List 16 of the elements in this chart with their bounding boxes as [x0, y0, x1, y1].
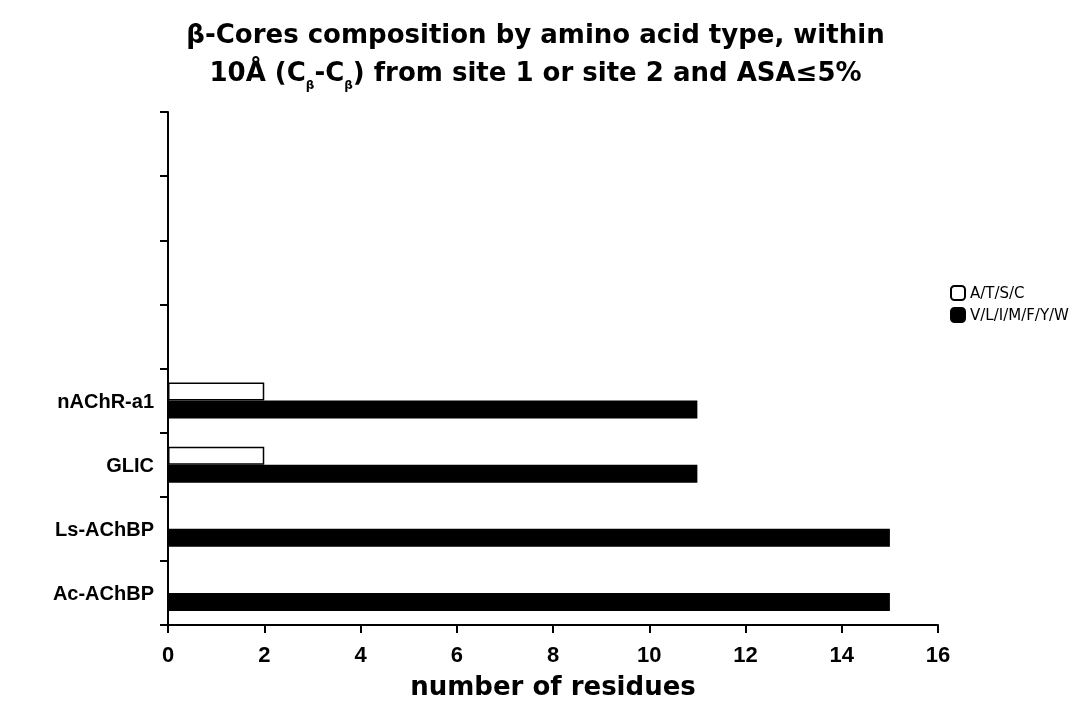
- legend-label: V/L/I/M/F/Y/W: [970, 306, 1070, 324]
- x-tick-label: 8: [546, 641, 560, 667]
- x-tick-label: 14: [829, 641, 855, 667]
- x-tick-label: 0: [161, 641, 175, 667]
- y-tick-label: Ls-AChBP: [55, 517, 154, 540]
- x-tick-label: 10: [637, 641, 662, 667]
- x-tick-label: 12: [733, 641, 758, 667]
- x-tick-label: 4: [354, 641, 368, 667]
- y-tick-label: Ac-AChBP: [52, 581, 154, 604]
- x-tick-label: 16: [925, 641, 951, 667]
- x-tick-label: 2: [258, 641, 271, 667]
- y-tick-label: nAChR-a1: [57, 389, 154, 412]
- legend-label: A/T/S/C: [970, 284, 1025, 302]
- x-tick-label: 6: [450, 641, 463, 667]
- x-axis-title: number of residues: [410, 671, 696, 701]
- y-tick-label: GLIC: [106, 453, 154, 476]
